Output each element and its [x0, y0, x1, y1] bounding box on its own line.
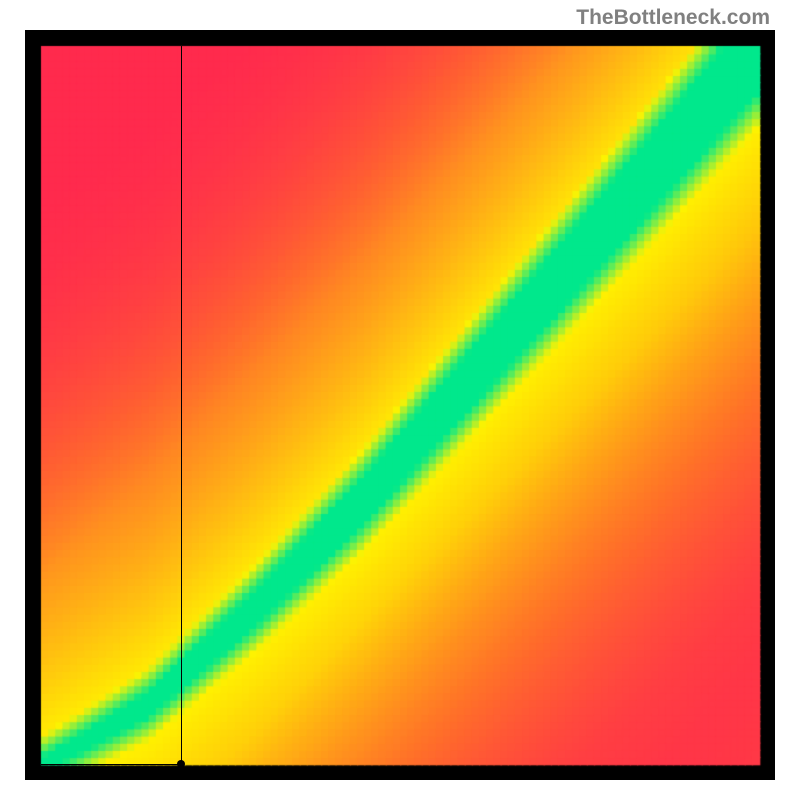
marker-horizontal-line — [41, 764, 181, 765]
bottleneck-heatmap — [25, 30, 775, 780]
marker-dot — [177, 760, 185, 768]
heatmap-canvas — [25, 30, 775, 780]
marker-vertical-line — [181, 46, 182, 764]
watermark-text: TheBottleneck.com — [576, 6, 770, 30]
